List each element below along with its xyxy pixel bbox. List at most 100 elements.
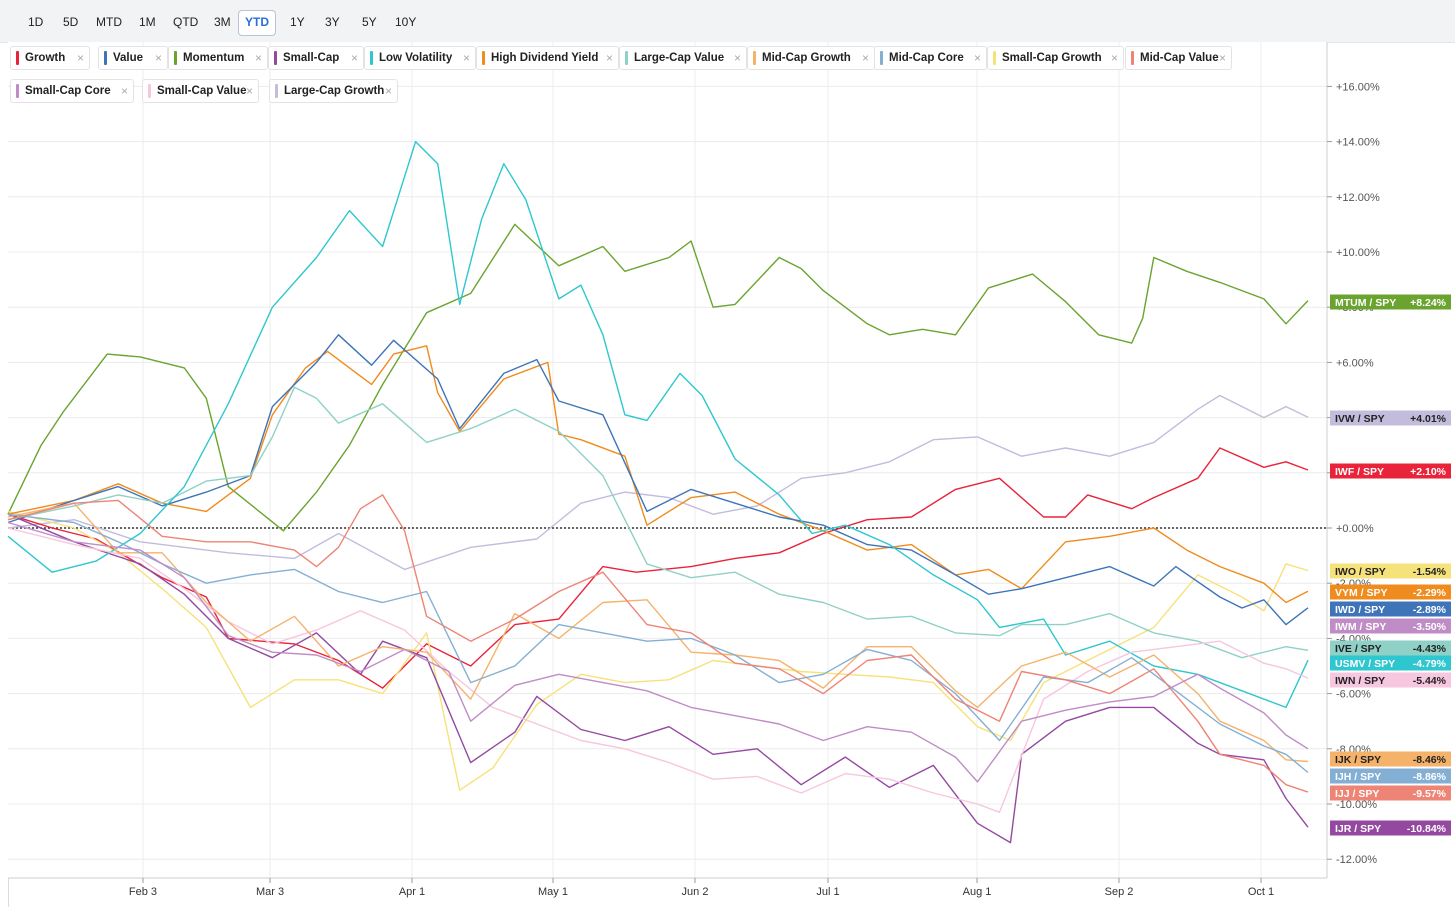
legend-chip-mid-cap-growth[interactable]: Mid-Cap Growth × bbox=[747, 46, 875, 70]
remove-series-icon[interactable]: × bbox=[1218, 51, 1226, 65]
end-label-value: -5.44% bbox=[1413, 675, 1447, 687]
legend-label: Mid-Cap Core bbox=[889, 52, 964, 64]
end-label-ticker: VYM / SPY bbox=[1335, 587, 1388, 599]
x-tick-label: Apr 1 bbox=[399, 886, 425, 898]
end-label-value: -10.84% bbox=[1407, 823, 1447, 835]
x-tick-label: Jun 2 bbox=[682, 886, 709, 898]
end-label-value: -2.89% bbox=[1413, 604, 1447, 616]
remove-series-icon[interactable]: × bbox=[76, 51, 84, 65]
remove-series-icon[interactable]: × bbox=[120, 84, 128, 98]
end-label-value: +4.01% bbox=[1410, 413, 1447, 425]
end-label-badge bbox=[1330, 563, 1451, 579]
end-label-badge bbox=[1330, 768, 1451, 784]
legend-label: Small-Cap bbox=[283, 52, 340, 64]
range-button-10y[interactable]: 10Y bbox=[395, 15, 417, 29]
series-line-ivw bbox=[7, 394, 1309, 571]
legend-label: High Dividend Yield bbox=[491, 52, 599, 64]
y-tick-label: +6.00% bbox=[1336, 357, 1374, 369]
range-button-3y[interactable]: 3Y bbox=[325, 15, 340, 29]
series-line-iwd bbox=[7, 334, 1309, 626]
remove-series-icon[interactable]: × bbox=[350, 51, 358, 65]
remove-series-icon[interactable]: × bbox=[154, 51, 162, 65]
time-range-toolbar: 1D 5D MTD 1M QTD 3M YTD 1Y 3Y 5Y 10Y bbox=[0, 0, 1455, 43]
y-tick-label: -12.00% bbox=[1336, 854, 1377, 866]
y-tick-label: +0.00% bbox=[1336, 523, 1374, 535]
legend-swatch bbox=[880, 51, 883, 65]
range-button-ytd[interactable]: YTD bbox=[238, 10, 276, 36]
remove-series-icon[interactable]: × bbox=[384, 84, 392, 98]
end-label-badge bbox=[1330, 672, 1451, 688]
end-label-badge bbox=[1330, 294, 1451, 310]
range-button-1y[interactable]: 1Y bbox=[290, 15, 305, 29]
legend-chip-mid-cap-value[interactable]: Mid-Cap Value × bbox=[1125, 46, 1232, 70]
legend-swatch bbox=[16, 84, 19, 98]
end-label-ticker: IJR / SPY bbox=[1335, 823, 1381, 835]
x-tick-label: May 1 bbox=[538, 886, 568, 898]
legend-chip-value[interactable]: Value × bbox=[98, 46, 168, 70]
remove-series-icon[interactable]: × bbox=[605, 51, 613, 65]
legend-chip-mid-cap-core[interactable]: Mid-Cap Core × bbox=[874, 46, 987, 70]
end-label-ticker: IWO / SPY bbox=[1335, 566, 1386, 578]
range-button-1m[interactable]: 1M bbox=[139, 15, 156, 29]
series-line-usmv bbox=[7, 140, 1309, 709]
end-label-ticker: MTUM / SPY bbox=[1335, 297, 1396, 309]
remove-series-icon[interactable]: × bbox=[245, 84, 253, 98]
legend-chip-low-volatility[interactable]: Low Volatility × bbox=[364, 46, 476, 70]
legend-chip-small-cap-growth[interactable]: Small-Cap Growth × bbox=[987, 46, 1124, 70]
y-tick-label: +14.00% bbox=[1336, 137, 1380, 149]
legend-label: Small-Cap Value bbox=[157, 85, 247, 97]
end-label-value: -4.43% bbox=[1413, 643, 1447, 655]
end-label-ticker: IJJ / SPY bbox=[1335, 788, 1379, 800]
legend-chip-large-cap-value[interactable]: Large-Cap Value × bbox=[619, 46, 747, 70]
y-tick-label: +10.00% bbox=[1336, 247, 1380, 259]
remove-series-icon[interactable]: × bbox=[1110, 51, 1118, 65]
legend-chip-small-cap-core[interactable]: Small-Cap Core × bbox=[10, 79, 134, 103]
end-label-badge bbox=[1330, 410, 1451, 426]
legend-chip-large-cap-growth[interactable]: Large-Cap Growth × bbox=[269, 79, 398, 103]
range-button-5d[interactable]: 5D bbox=[63, 15, 79, 29]
legend-chip-momentum[interactable]: Momentum × bbox=[168, 46, 268, 70]
remove-series-icon[interactable]: × bbox=[462, 51, 470, 65]
series-line-iwm bbox=[7, 513, 1309, 844]
end-label-badge bbox=[1330, 655, 1451, 671]
legend-chip-high-dividend-yield[interactable]: High Dividend Yield × bbox=[476, 46, 619, 70]
range-button-qtd[interactable]: QTD bbox=[173, 15, 199, 29]
legend-label: Momentum bbox=[183, 52, 245, 64]
x-tick-label: Mar 3 bbox=[256, 886, 284, 898]
legend-swatch bbox=[275, 84, 278, 98]
legend-swatch bbox=[148, 84, 151, 98]
legend-swatch bbox=[370, 51, 373, 65]
remove-series-icon[interactable]: × bbox=[973, 51, 981, 65]
x-tick-label: Oct 1 bbox=[1248, 886, 1274, 898]
end-label-value: -8.46% bbox=[1413, 754, 1447, 766]
legend-swatch bbox=[482, 51, 485, 65]
legend-chip-small-cap-value[interactable]: Small-Cap Value × bbox=[142, 79, 259, 103]
range-button-3m[interactable]: 3M bbox=[214, 15, 231, 29]
legend-label: Small-Cap Core bbox=[25, 85, 111, 97]
legend-chip-growth[interactable]: Growth × bbox=[10, 46, 90, 70]
end-label-value: -4.79% bbox=[1413, 658, 1447, 670]
legend-chip-small-cap[interactable]: Small-Cap × bbox=[268, 46, 364, 70]
plot-area bbox=[8, 42, 1327, 878]
legend-swatch bbox=[16, 51, 19, 65]
range-button-1d[interactable]: 1D bbox=[28, 15, 44, 29]
y-tick-label: -10.00% bbox=[1336, 799, 1377, 811]
range-button-5y[interactable]: 5Y bbox=[362, 15, 377, 29]
legend-swatch bbox=[625, 51, 628, 65]
legend-swatch bbox=[174, 51, 177, 65]
y-tick-label: -6.00% bbox=[1336, 689, 1371, 701]
end-label-value: -9.57% bbox=[1413, 788, 1447, 800]
legend-swatch bbox=[104, 51, 107, 65]
remove-series-icon[interactable]: × bbox=[254, 51, 262, 65]
range-button-mtd[interactable]: MTD bbox=[96, 15, 122, 29]
series-line-ive bbox=[7, 386, 1309, 659]
x-tick-label: Sep 2 bbox=[1105, 886, 1134, 898]
end-label-ticker: USMV / SPY bbox=[1335, 658, 1395, 670]
remove-series-icon[interactable]: × bbox=[861, 51, 869, 65]
end-label-badge bbox=[1330, 584, 1451, 600]
legend-label: Small-Cap Growth bbox=[1002, 52, 1102, 64]
y-tick-label: +12.00% bbox=[1336, 192, 1380, 204]
remove-series-icon[interactable]: × bbox=[733, 51, 741, 65]
end-label-value: -8.86% bbox=[1413, 771, 1447, 783]
end-label-ticker: IVE / SPY bbox=[1335, 643, 1382, 655]
